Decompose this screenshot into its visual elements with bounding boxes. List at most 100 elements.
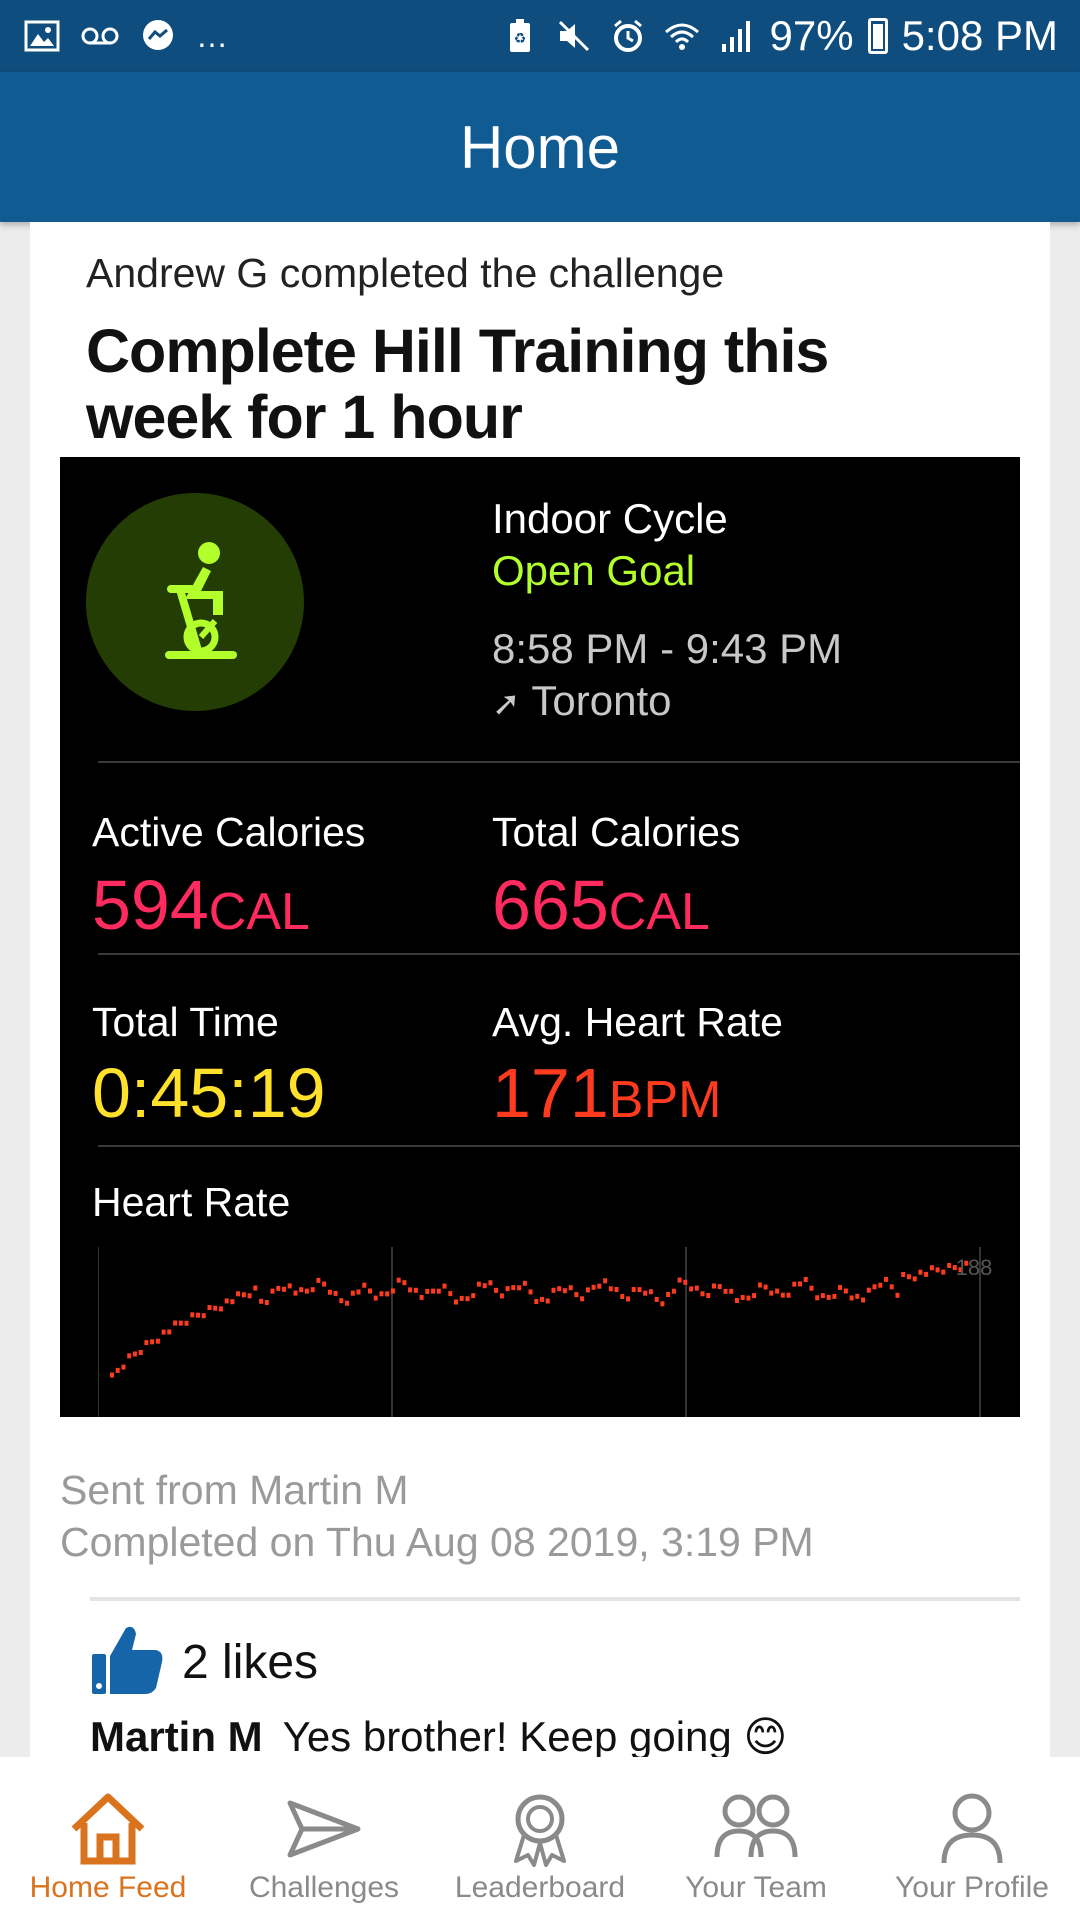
heart-rate-point — [734, 1298, 739, 1303]
heart-rate-point — [717, 1284, 722, 1290]
avg-heart-rate-number: 171 — [492, 1054, 609, 1132]
heart-rate-point — [964, 1260, 969, 1266]
award-icon — [514, 1794, 566, 1867]
heart-rate-point — [127, 1353, 132, 1359]
heart-rate-point — [855, 1293, 860, 1299]
workout-goal: Open Goal — [492, 547, 696, 594]
heart-rate-point — [545, 1298, 550, 1304]
heart-rate-point — [671, 1288, 676, 1294]
total-calories-number: 665 — [492, 866, 609, 944]
heart-rate-point — [304, 1288, 309, 1294]
heart-rate-point — [780, 1292, 785, 1298]
page-title: Home — [459, 113, 621, 181]
heart-rate-point — [396, 1277, 401, 1283]
battery-icon — [867, 18, 888, 54]
voicemail-icon — [80, 16, 120, 56]
heart-rate-point — [568, 1285, 573, 1291]
heart-rate-point — [838, 1285, 843, 1290]
heart-rate-point — [517, 1285, 522, 1291]
divider — [98, 953, 1020, 955]
heart-rate-point — [259, 1298, 264, 1304]
heart-rate-point — [190, 1312, 195, 1318]
nav-home-feed[interactable]: Home Feed — [0, 1791, 216, 1905]
heart-rate-point — [757, 1282, 762, 1288]
heart-rate-point — [866, 1287, 871, 1293]
heart-rate-point — [792, 1281, 797, 1287]
heart-rate-point — [264, 1300, 269, 1305]
heart-rate-point — [419, 1294, 424, 1300]
heart-rate-point — [339, 1298, 344, 1304]
bottom-navigation: Home Feed Challenges Leaderboard Your Te… — [0, 1757, 1080, 1920]
heart-rate-point — [952, 1265, 957, 1271]
heart-rate-point — [947, 1263, 952, 1268]
thumbs-up-icon[interactable] — [90, 1622, 166, 1703]
heart-rate-point — [861, 1297, 866, 1303]
heart-rate-point — [408, 1287, 413, 1293]
heart-rate-point — [660, 1301, 665, 1307]
profile-icon — [941, 1793, 1003, 1864]
heart-rate-point — [327, 1289, 332, 1295]
heart-rate-point — [282, 1286, 286, 1292]
mute-icon — [554, 16, 594, 56]
heart-rate-point — [236, 1291, 241, 1297]
gallery-icon — [22, 16, 62, 56]
heart-rate-point — [431, 1288, 436, 1294]
heart-rate-point — [918, 1269, 923, 1275]
nav-leaderboard[interactable]: Leaderboard — [432, 1791, 648, 1905]
heart-rate-point — [110, 1372, 114, 1378]
heart-rate-point — [924, 1271, 929, 1277]
heart-rate-point — [471, 1293, 476, 1299]
heart-rate-point — [322, 1281, 327, 1287]
heart-rate-point — [373, 1295, 378, 1301]
battery-percent: 97% — [769, 12, 854, 59]
heart-rate-point — [528, 1289, 533, 1295]
nav-challenges[interactable]: Challenges — [216, 1791, 432, 1905]
heart-rate-point — [196, 1312, 200, 1318]
team-icon — [714, 1794, 798, 1858]
indoor-cycle-icon — [165, 542, 237, 659]
heart-rate-point — [809, 1285, 814, 1291]
heart-rate-point — [482, 1283, 487, 1289]
nav-your-team[interactable]: Your Team — [648, 1791, 864, 1905]
heart-rate-point — [620, 1294, 625, 1299]
heart-rate-point — [224, 1298, 229, 1304]
heart-rate-point — [889, 1284, 894, 1290]
heart-rate-point — [345, 1300, 350, 1306]
heart-rate-point — [746, 1295, 751, 1301]
heart-rate-point — [476, 1281, 481, 1287]
comment-author[interactable]: Martin M — [90, 1713, 263, 1757]
heart-rate-point — [643, 1290, 648, 1296]
workout-summary-image[interactable]: Indoor Cycle Open Goal 8:58 PM - 9:43 PM… — [60, 457, 1020, 1417]
feed-post-card[interactable]: Andrew G completed the challenge Complet… — [30, 222, 1050, 1757]
likes-row[interactable]: 2 likes — [90, 1622, 318, 1703]
heart-rate-point — [270, 1288, 275, 1294]
heart-rate-point — [413, 1287, 418, 1293]
total-calories-label: Total Calories — [492, 809, 741, 855]
heart-rate-series — [110, 1260, 969, 1378]
heart-rate-point — [929, 1265, 934, 1271]
nav-label: Home Feed — [29, 1871, 187, 1904]
nav-your-profile[interactable]: Your Profile — [864, 1791, 1080, 1905]
more-notifications-icon: … — [196, 17, 231, 54]
workout-location: ➚ Toronto — [492, 677, 672, 725]
post-meta: Andrew G completed the challenge — [86, 250, 725, 296]
heart-rate-point — [648, 1289, 653, 1295]
heart-rate-point — [368, 1288, 372, 1294]
nav-label: Your Profile — [895, 1871, 1049, 1904]
heart-rate-point — [184, 1320, 189, 1326]
heart-rate-point — [207, 1305, 212, 1310]
heart-rate-point — [253, 1285, 258, 1291]
heart-rate-point — [608, 1286, 613, 1292]
heart-rate-point — [155, 1338, 160, 1344]
messenger-icon — [138, 16, 178, 56]
active-calories-number: 594 — [92, 866, 209, 944]
workout-type: Indoor Cycle — [492, 495, 728, 542]
active-calories-unit: CAL — [208, 883, 310, 941]
total-time-value: 0:45:19 — [92, 1054, 326, 1132]
heart-rate-point — [729, 1288, 734, 1294]
heart-rate-point — [465, 1296, 470, 1302]
heart-rate-point — [425, 1288, 430, 1294]
heart-rate-point — [832, 1293, 837, 1299]
heart-rate-point — [884, 1276, 888, 1282]
heart-rate-point — [442, 1283, 447, 1289]
